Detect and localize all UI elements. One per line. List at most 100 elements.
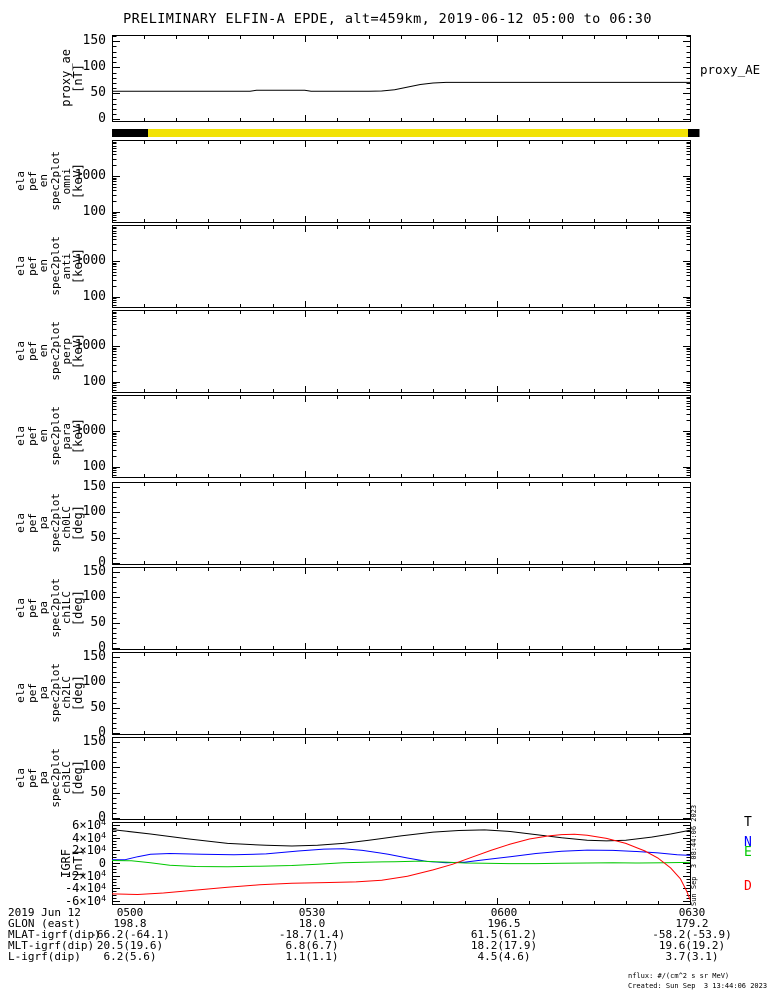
ylabel-line: [nT]	[70, 63, 85, 93]
footer-cell: 0530	[298, 906, 326, 919]
footer-cell: 0500	[116, 906, 144, 919]
panel-frame-proxy_ae	[112, 35, 691, 122]
footer-cell: 6.2(5.6)	[103, 950, 157, 963]
panel-ylabel-en_perp: ela pef en spec2plot perp [keV]	[14, 310, 85, 392]
y-tick-label: 6×104	[72, 817, 106, 833]
ylabel-line: [deg]	[70, 759, 85, 797]
y-tick-label: 50	[90, 529, 106, 545]
ylabel-line: ela	[14, 768, 27, 788]
panel-ylabel-pa_ch2lc: ela pef pa spec2plot ch2LC [deg]	[14, 652, 85, 734]
panel-frame-en_perp	[112, 310, 691, 393]
y-tick-label: 0	[98, 639, 106, 655]
ylabel-line: ela	[14, 256, 27, 276]
panel-frame-pa_ch1lc	[112, 567, 691, 650]
y-tick-label: 100	[82, 589, 106, 605]
y-tick-label: 150	[82, 479, 106, 495]
ylabel-line: [keV]	[70, 417, 85, 455]
y-tick-label: 0	[98, 111, 106, 127]
ylabel-line: en	[37, 174, 50, 188]
availability-bar-segment	[112, 129, 148, 137]
footer-cell: 18.2(17.9)	[470, 939, 538, 952]
footer-cell: 0600	[490, 906, 518, 919]
y-tick-label: 50	[90, 614, 106, 630]
axis-ticks-en_perp	[112, 311, 691, 392]
y-tick-label: 150	[82, 33, 106, 49]
footer-cell: 0630	[678, 906, 706, 919]
y-tick-label: -2×104	[64, 867, 106, 883]
footer-row-label: 2019 Jun 12	[8, 906, 81, 919]
ylabel-line: ela	[14, 426, 27, 446]
ylabel-line: en	[37, 429, 50, 443]
vertical-timestamp: Sun Sep 3 08:44:06 2023	[690, 804, 698, 906]
y-tick-label: 100	[82, 674, 106, 690]
ylabel-line: pa	[37, 771, 50, 785]
nflux-units-note: nflux: #/(cm^2 s sr MeV)	[628, 972, 730, 980]
availability-bar-segment	[148, 129, 689, 137]
line-label-E: E	[744, 845, 752, 860]
series-N	[112, 848, 691, 864]
panel-frame-pa_ch3lc	[112, 737, 691, 820]
ylabel-line: pa	[37, 601, 50, 615]
panel-ylabel-proxy_ae: proxy_ae [nT]	[14, 35, 85, 121]
y-tick-label: 50	[90, 699, 106, 715]
panel-frame-en_para	[112, 395, 691, 478]
ylabel-line: [nT]	[70, 848, 85, 878]
y-tick-label: 4×104	[72, 830, 106, 845]
line-label-T: T	[744, 815, 752, 830]
line-label-N: N	[744, 835, 752, 850]
axis-ticks-pa_ch0lc	[112, 482, 691, 564]
axis-ticks-pa_ch1lc	[112, 567, 691, 649]
proxy-ae-right-label: proxy_AE	[700, 62, 761, 77]
panel-frame-igrf	[112, 822, 691, 905]
plot-title: PRELIMINARY ELFIN-A EPDE, alt=459km, 201…	[123, 11, 652, 27]
axis-ticks-pa_ch2lc	[112, 652, 691, 734]
y-tick-label: 1000	[74, 337, 106, 353]
ylabel-line: [keV]	[70, 332, 85, 370]
axis-ticks-pa_ch3lc	[112, 737, 691, 819]
footer-cell: 3.7(3.1)	[665, 950, 719, 963]
panel-ylabel-pa_ch0lc: ela pef pa spec2plot ch0LC [deg]	[14, 482, 85, 564]
y-tick-label: 100	[82, 288, 106, 304]
series-E	[111, 860, 691, 868]
axis-ticks-en_omni	[112, 141, 691, 222]
ylabel-line: ela	[14, 683, 27, 703]
footer-cell: -18.7(1.4)	[278, 928, 346, 941]
line-label-D: D	[744, 879, 752, 894]
axis-ticks-en_anti	[112, 226, 691, 307]
ylabel-line: pa	[37, 516, 50, 530]
panel-frame-pa_ch2lc	[112, 652, 691, 735]
footer-cell: 198.8	[113, 917, 147, 930]
axis-ticks-en_para	[112, 396, 691, 477]
y-tick-label: -6×104	[64, 893, 106, 908]
footer-cell: 179.2	[675, 917, 709, 930]
panel-frame-en_omni	[112, 140, 691, 223]
footer-cell: -66.2(-64.1)	[90, 928, 170, 941]
footer-cell: 18.0	[298, 917, 326, 930]
y-tick-label: 0	[98, 856, 106, 870]
y-tick-label: 150	[82, 564, 106, 580]
ylabel-line: [keV]	[70, 247, 85, 285]
y-tick-label: 150	[82, 734, 106, 750]
y-tick-label: 2×104	[72, 842, 106, 858]
panel-ylabel-en_anti: ela pef en spec2plot anti [keV]	[14, 225, 85, 307]
panel-ylabel-pa_ch3lc: ela pef pa spec2plot ch3LC [deg]	[14, 737, 85, 819]
axis-ticks-igrf	[112, 822, 691, 905]
y-tick-label: 100	[82, 373, 106, 389]
ylabel-line: en	[37, 344, 50, 358]
y-tick-label: -4×104	[64, 880, 106, 896]
created-timestamp: Created: Sun Sep 3 13:44:06 2023	[628, 982, 768, 990]
ylabel-line: [deg]	[70, 589, 85, 627]
ylabel-line: ela	[14, 598, 27, 618]
ylabel-line: [deg]	[70, 674, 85, 712]
footer-row-label: MLT-igrf(dip)	[8, 939, 95, 952]
y-tick-label: 100	[82, 759, 106, 775]
y-tick-label: 0	[98, 724, 106, 740]
ylabel-line: ela	[14, 513, 27, 533]
footer-cell: 20.5(19.6)	[96, 939, 164, 952]
footer-row-label: GLON (east)	[8, 917, 81, 930]
panel-ylabel-igrf: IGRF [nT]	[14, 822, 85, 904]
y-tick-label: 150	[82, 649, 106, 665]
ylabel-line: ela	[14, 341, 27, 361]
footer-cell: 4.5(4.6)	[477, 950, 531, 963]
